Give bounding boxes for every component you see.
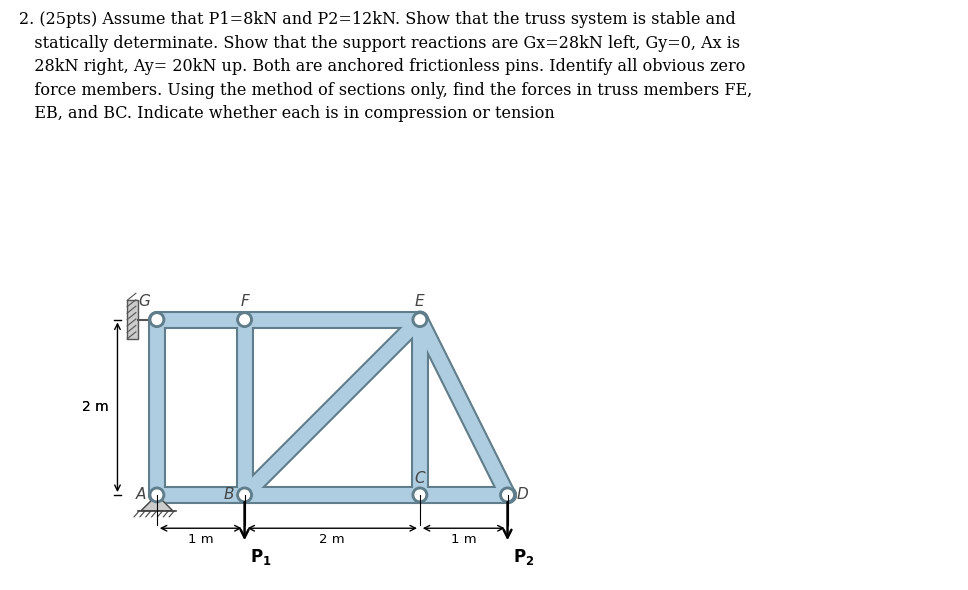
Circle shape — [415, 490, 425, 500]
Circle shape — [152, 490, 162, 500]
Circle shape — [499, 487, 515, 503]
Text: $\mathbf{P_2}$: $\mathbf{P_2}$ — [513, 547, 534, 566]
Text: B: B — [224, 487, 234, 503]
Text: 2 m: 2 m — [82, 400, 108, 414]
Circle shape — [237, 487, 253, 503]
Text: D: D — [516, 487, 529, 503]
Circle shape — [240, 315, 250, 324]
Circle shape — [412, 487, 428, 503]
Circle shape — [240, 490, 250, 500]
Polygon shape — [141, 495, 172, 511]
Text: F: F — [240, 294, 249, 309]
Circle shape — [502, 490, 512, 500]
Text: A: A — [136, 487, 146, 503]
Circle shape — [237, 312, 253, 327]
Text: 2 m: 2 m — [82, 400, 108, 414]
Circle shape — [412, 312, 428, 327]
Text: 1 m: 1 m — [451, 533, 476, 546]
Text: 1 m: 1 m — [188, 533, 214, 546]
Circle shape — [152, 315, 162, 324]
Text: 2 m: 2 m — [319, 533, 345, 546]
Text: E: E — [415, 294, 425, 309]
Circle shape — [415, 315, 425, 324]
Circle shape — [149, 487, 165, 503]
Text: 2. (25pts) Assume that P1=8kN and P2=12kN. Show that the truss system is stable : 2. (25pts) Assume that P1=8kN and P2=12k… — [19, 11, 752, 122]
Text: C: C — [414, 471, 425, 486]
Circle shape — [149, 312, 165, 327]
FancyBboxPatch shape — [127, 300, 137, 339]
Text: G: G — [138, 294, 150, 309]
Text: $\mathbf{P_1}$: $\mathbf{P_1}$ — [250, 547, 271, 566]
